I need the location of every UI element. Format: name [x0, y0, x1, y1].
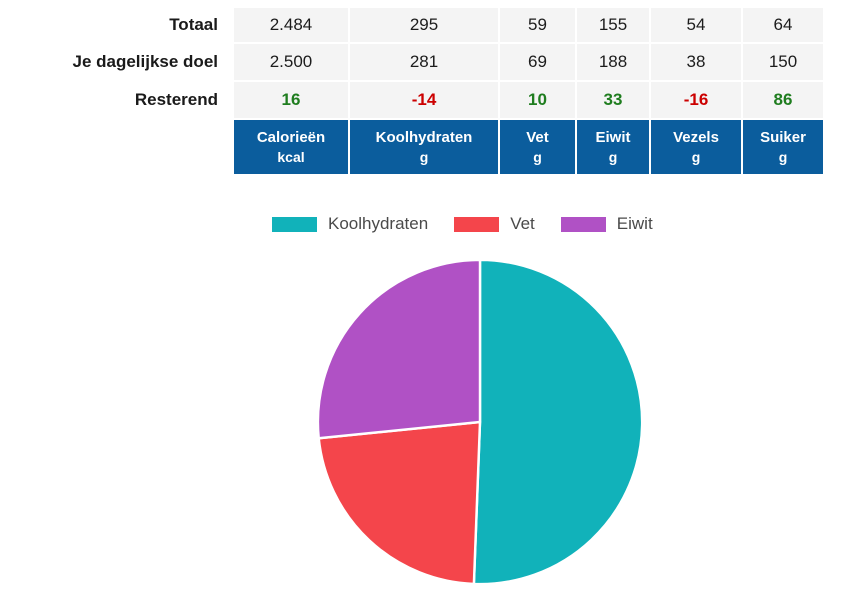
- legend-item-eiwit: Eiwit: [560, 214, 653, 234]
- table-cell-doel-vezels: 38: [651, 44, 741, 80]
- table-cell-totaal-vet: 59: [500, 8, 575, 42]
- legend-swatch-koolhydraten: [272, 216, 317, 232]
- pie-slice-eiwit: [316, 258, 482, 440]
- pie-slice-vet: [317, 420, 482, 586]
- table-cell-resterend-koolhydraten: -14: [350, 82, 498, 118]
- column-header-vezels: Vezels g: [651, 120, 741, 174]
- legend-item-vet: Vet: [454, 214, 535, 234]
- pie-slice-koolhydraten: [472, 258, 644, 586]
- column-name: Eiwit: [595, 129, 631, 147]
- column-unit: g: [608, 148, 618, 165]
- column-name: Vet: [526, 129, 549, 147]
- legend-swatch-eiwit: [560, 216, 606, 232]
- column-name: Koolhydraten: [375, 129, 473, 147]
- table-cell-totaal-koolhydraten: 295: [350, 8, 498, 42]
- table-cell-doel-calorieen: 2.500: [234, 44, 348, 80]
- table-cell-totaal-calorieen: 2.484: [234, 8, 348, 42]
- table-cell-resterend-vet: 10: [500, 82, 575, 118]
- column-unit: g: [778, 148, 788, 165]
- table-cell-resterend-calorieen: 16: [234, 82, 348, 118]
- row-label-doel: Je dagelijkse doel: [0, 44, 232, 80]
- legend-label-vet: Vet: [510, 214, 535, 233]
- column-unit: g: [419, 148, 429, 165]
- column-name: Calorieën: [256, 129, 326, 147]
- chart-legend: Koolhydraten Vet Eiwit: [272, 214, 653, 234]
- table-cell-totaal-suiker: 64: [743, 8, 823, 42]
- column-name: Suiker: [760, 129, 806, 147]
- table-cell-resterend-vezels: -16: [651, 82, 741, 118]
- row-label-totaal: Totaal: [0, 8, 232, 42]
- column-unit: g: [691, 148, 701, 165]
- legend-swatch-vet: [454, 216, 500, 232]
- table-cell-doel-suiker: 150: [743, 44, 823, 80]
- column-name: Vezels: [673, 129, 719, 147]
- column-header-vet: Vet g: [500, 120, 575, 174]
- legend-label-eiwit: Eiwit: [616, 214, 653, 233]
- legend-label-koolhydraten: Koolhydraten: [328, 214, 429, 233]
- column-header-koolhydraten: Koolhydraten g: [350, 120, 498, 174]
- column-unit: kcal: [277, 148, 305, 165]
- nutrition-table: Totaal 2.484 295 59 155 54 64 Je dagelij…: [0, 8, 823, 174]
- column-header-eiwit: Eiwit g: [577, 120, 649, 174]
- table-cell-resterend-suiker: 86: [743, 82, 823, 118]
- table-cell-totaal-eiwit: 155: [577, 8, 649, 42]
- table-corner: [0, 120, 232, 174]
- row-label-resterend: Resterend: [0, 82, 232, 118]
- column-unit: g: [533, 148, 542, 165]
- legend-item-koolhydraten: Koolhydraten: [272, 214, 428, 234]
- column-header-suiker: Suiker g: [743, 120, 823, 174]
- table-cell-totaal-vezels: 54: [651, 8, 741, 42]
- pie-chart: [316, 258, 644, 586]
- table-cell-resterend-eiwit: 33: [577, 82, 649, 118]
- table-cell-doel-eiwit: 188: [577, 44, 649, 80]
- table-cell-doel-koolhydraten: 281: [350, 44, 498, 80]
- table-cell-doel-vet: 69: [500, 44, 575, 80]
- column-header-calorieen: Calorieën kcal: [234, 120, 348, 174]
